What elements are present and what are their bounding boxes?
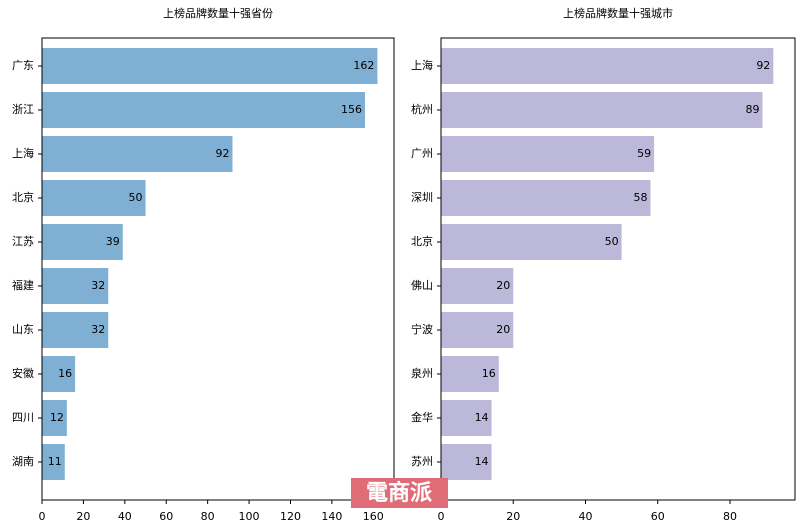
value-label: 89 xyxy=(745,103,759,116)
y-tick-label: 佛山 xyxy=(411,279,433,292)
value-label: 39 xyxy=(106,235,120,248)
x-tick-label: 120 xyxy=(280,510,301,523)
y-tick-label: 金华 xyxy=(411,410,433,424)
value-label: 12 xyxy=(50,411,64,424)
watermark: 電商派 xyxy=(366,480,432,506)
value-label: 50 xyxy=(129,191,143,204)
y-tick-label: 上海 xyxy=(12,146,34,160)
x-tick-label: 40 xyxy=(118,510,132,523)
watermark-box xyxy=(351,478,448,508)
y-tick-label: 泉州 xyxy=(411,366,433,380)
bar xyxy=(42,224,123,260)
bar xyxy=(42,136,233,172)
value-label: 11 xyxy=(48,455,62,468)
value-label: 162 xyxy=(353,59,374,72)
y-tick-label: 山东 xyxy=(12,323,34,336)
value-label: 58 xyxy=(634,191,648,204)
value-label: 20 xyxy=(496,323,510,336)
value-label: 92 xyxy=(756,59,770,72)
value-label: 92 xyxy=(215,147,229,160)
value-label: 32 xyxy=(91,279,105,292)
bar xyxy=(441,444,492,480)
axes-frame xyxy=(41,37,395,501)
y-tick-label: 北京 xyxy=(411,234,433,248)
y-tick-label: 深圳 xyxy=(411,191,433,204)
y-tick-label: 安徽 xyxy=(12,366,34,380)
bar xyxy=(42,400,67,436)
y-tick-label: 江苏 xyxy=(12,235,34,248)
x-tick-label: 40 xyxy=(578,510,592,523)
value-label: 156 xyxy=(341,103,362,116)
chart-title: 上榜品牌数量十强省份 xyxy=(163,6,273,20)
bar xyxy=(441,224,622,260)
x-tick-label: 60 xyxy=(651,510,665,523)
bar xyxy=(42,312,109,348)
x-tick-label: 0 xyxy=(39,510,46,523)
x-tick-label: 160 xyxy=(363,510,384,523)
bar xyxy=(42,92,366,128)
bar xyxy=(42,180,146,216)
y-tick-label: 宁波 xyxy=(411,322,433,336)
bar xyxy=(441,180,651,216)
axes-frame xyxy=(440,37,796,501)
bar xyxy=(441,268,514,304)
x-tick-label: 60 xyxy=(159,510,173,523)
y-tick-label: 湖南 xyxy=(12,455,34,468)
x-tick-label: 20 xyxy=(506,510,520,523)
value-label: 32 xyxy=(91,323,105,336)
value-label: 50 xyxy=(605,235,619,248)
y-tick-label: 杭州 xyxy=(411,102,433,116)
x-tick-label: 20 xyxy=(76,510,90,523)
y-tick-label: 北京 xyxy=(12,190,34,204)
x-tick-label: 140 xyxy=(321,510,342,523)
x-tick-label: 0 xyxy=(438,510,445,523)
value-label: 14 xyxy=(475,411,489,424)
bar xyxy=(441,356,499,392)
bar xyxy=(441,92,763,128)
x-tick-label: 100 xyxy=(239,510,260,523)
y-tick-label: 广东 xyxy=(12,59,34,72)
y-tick-label: 福建 xyxy=(12,278,34,292)
value-label: 20 xyxy=(496,279,510,292)
value-label: 59 xyxy=(637,147,651,160)
bar xyxy=(441,48,774,84)
y-tick-label: 四川 xyxy=(12,411,34,424)
x-tick-label: 80 xyxy=(201,510,215,523)
bar xyxy=(42,356,76,392)
bar xyxy=(441,400,492,436)
y-tick-label: 上海 xyxy=(411,58,433,72)
value-label: 16 xyxy=(58,367,72,380)
bar xyxy=(42,268,109,304)
x-tick-label: 80 xyxy=(723,510,737,523)
bar xyxy=(441,136,655,172)
y-tick-label: 广州 xyxy=(411,147,433,160)
bar xyxy=(441,312,514,348)
y-tick-label: 浙江 xyxy=(12,103,34,116)
bar xyxy=(42,444,65,480)
bar xyxy=(42,48,378,84)
value-label: 14 xyxy=(475,455,489,468)
chart-title: 上榜品牌数量十强城市 xyxy=(563,6,673,20)
y-tick-label: 苏州 xyxy=(411,455,433,468)
value-label: 16 xyxy=(482,367,496,380)
